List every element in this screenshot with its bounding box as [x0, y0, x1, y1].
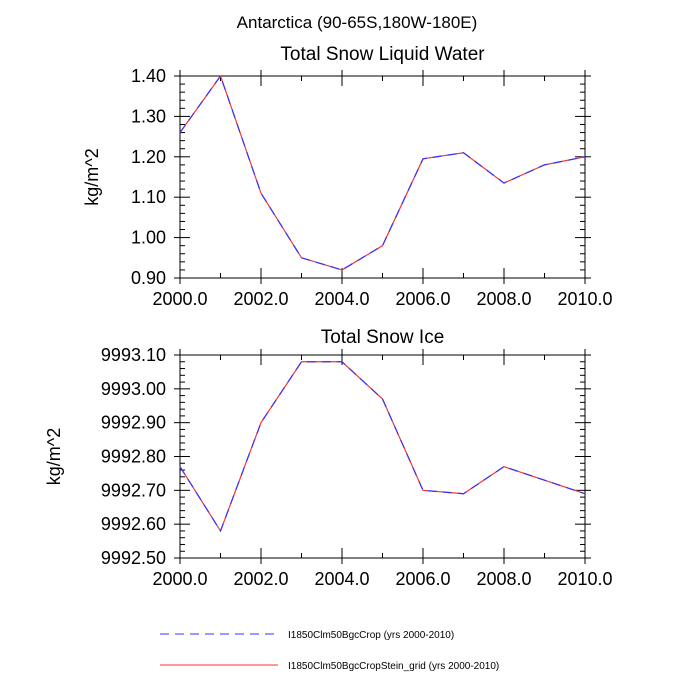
- y-tick-label: 9992.70: [101, 480, 166, 500]
- panel-snow-ice: Total Snow Ice kg/m^2 2000.0 2002.0 2004.0 20…: [44, 327, 613, 589]
- y-tick-label: 9992.60: [101, 514, 166, 534]
- panel-title: Total Snow Ice: [321, 327, 445, 348]
- series-line-crop: [179, 74, 586, 271]
- x-tick-label: 2000.0: [152, 569, 207, 589]
- y-tick-label: 1.40: [131, 66, 166, 86]
- legend: I1850Clm50BgcCrop (yrs 2000-2010) I1850C…: [160, 630, 499, 672]
- x-tick-label: 2004.0: [314, 289, 369, 309]
- y-tick-label: 0.90: [131, 268, 166, 288]
- x-tick-label: 2010.0: [557, 289, 612, 309]
- y-tick-label: 1.20: [131, 147, 166, 167]
- y-axis-label: kg/m^2: [82, 148, 102, 205]
- x-tick-label: 2004.0: [314, 569, 369, 589]
- y-axis-label: kg/m^2: [44, 428, 64, 485]
- series-line-stein-grid: [179, 361, 586, 533]
- legend-label-stein-grid: I1850Clm50BgcCropStein_grid (yrs 2000-20…: [288, 661, 499, 672]
- series-line-stein-grid: [179, 74, 586, 271]
- x-tick-label: 2010.0: [557, 569, 612, 589]
- y-tick-label: 9993.00: [101, 379, 166, 399]
- panel-snow-liquid-water: Total Snow Liquid Water kg/m^2 2000.0 2002.…: [82, 44, 613, 309]
- y-tick-label: 9992.80: [101, 447, 166, 467]
- y-tick-label: 1.30: [131, 106, 166, 126]
- x-tick-label: 2000.0: [152, 289, 207, 309]
- plot-frame: [179, 75, 586, 279]
- x-tick-label: 2008.0: [476, 289, 531, 309]
- x-tick-label: 2006.0: [395, 289, 450, 309]
- x-tick-label: 2006.0: [395, 569, 450, 589]
- figure-main-title: Antarctica (90-65S,180W-180E): [237, 13, 478, 32]
- y-tick-label: 1.10: [131, 187, 166, 207]
- x-tick-label: 2002.0: [233, 569, 288, 589]
- x-tick-label: 2002.0: [233, 289, 288, 309]
- plot-frame: [179, 354, 586, 559]
- y-tick-label: 9992.90: [101, 413, 166, 433]
- panel-title: Total Snow Liquid Water: [280, 44, 485, 65]
- legend-label-crop: I1850Clm50BgcCrop (yrs 2000-2010): [288, 630, 454, 641]
- y-tick-label: 9992.50: [101, 548, 166, 568]
- y-tick-label: 9993.10: [101, 345, 166, 365]
- x-tick-label: 2008.0: [476, 569, 531, 589]
- series-line-crop: [179, 361, 586, 533]
- y-tick-label: 1.00: [131, 228, 166, 248]
